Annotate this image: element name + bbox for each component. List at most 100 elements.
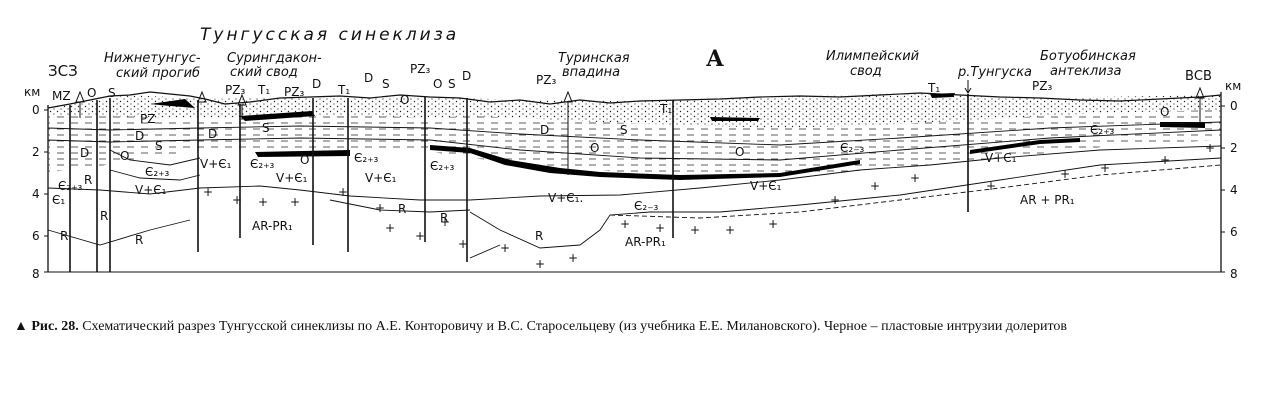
unit-label: R xyxy=(440,211,448,225)
unit-label: T₁ xyxy=(337,83,350,97)
svg-text:+: + xyxy=(500,241,510,255)
unit-label: V+Є₁ xyxy=(135,183,167,197)
svg-text:+: + xyxy=(1160,153,1170,167)
unit-label: PZ₃ xyxy=(410,62,430,76)
depth-tick-left: 8 xyxy=(32,267,40,281)
svg-text:+: + xyxy=(1205,141,1215,155)
panel-letter: А xyxy=(706,46,724,72)
label-ilimpeisky-2: свод xyxy=(850,64,882,79)
depth-tick-left: 4 xyxy=(32,187,40,201)
svg-text:+: + xyxy=(830,193,840,207)
svg-text:+: + xyxy=(203,185,213,199)
depth-tick-left: 2 xyxy=(32,145,40,159)
depth-tick-right: 2 xyxy=(1230,141,1238,155)
unit-label: D xyxy=(462,69,471,83)
svg-text:+: + xyxy=(385,221,395,235)
unit-label: Є₂₊₃ xyxy=(58,179,83,193)
unit-label: R xyxy=(84,173,92,187)
unit-right: км xyxy=(1225,79,1241,93)
unit-label: MZ xyxy=(52,89,71,103)
unit-label: Є₂₊₃ xyxy=(354,151,379,165)
direction-left: ЗСЗ xyxy=(48,62,78,80)
unit-label: T₁ xyxy=(927,81,940,95)
svg-text:+: + xyxy=(1100,161,1110,175)
svg-text:+: + xyxy=(568,251,578,265)
unit-label: V+Є₁ xyxy=(200,157,232,171)
unit-label: O xyxy=(87,86,96,100)
unit-label: T₁ xyxy=(257,83,270,97)
svg-text:+: + xyxy=(986,179,996,193)
unit-label: R xyxy=(60,229,68,243)
unit-label: R xyxy=(135,233,143,247)
unit-label: PZ₃ xyxy=(225,83,245,97)
svg-text:+: + xyxy=(375,201,385,215)
unit-label: O xyxy=(120,149,129,163)
label-ilimpeisky-1: Илимпейский xyxy=(826,49,919,64)
unit-label: S xyxy=(620,123,628,137)
svg-text:+: + xyxy=(655,221,665,235)
unit-label: Є₂₊₃ xyxy=(250,157,275,171)
svg-text:+: + xyxy=(910,171,920,185)
unit-label: AR-PR₁ xyxy=(252,219,293,233)
svg-text:+: + xyxy=(1060,167,1070,181)
unit-label: V+Є₁. xyxy=(548,191,583,205)
unit-label: PZ₃ xyxy=(284,85,304,99)
label-botuobinskaya-1: Ботуобинская xyxy=(1040,49,1136,64)
label-nizhnetunguska-2: ский прогиб xyxy=(116,66,200,81)
svg-text:+: + xyxy=(338,185,348,199)
label-nizhnetunguska-1: Нижнетунгус- xyxy=(104,51,201,66)
unit-label: O xyxy=(400,93,409,107)
depth-tick-right: 8 xyxy=(1230,267,1238,281)
unit-label: V+Є₁ xyxy=(985,151,1017,165)
unit-label: D xyxy=(208,127,217,141)
label-river-tunguska: р.Тунгуска xyxy=(957,65,1032,80)
depth-tick-right: 0 xyxy=(1230,99,1238,113)
unit-label: AR-PR₁ xyxy=(625,235,666,249)
unit-label: PZ₃ xyxy=(1032,79,1052,93)
depth-tick-left: 6 xyxy=(32,229,40,243)
unit-label: D xyxy=(80,146,89,160)
depth-scale-left: км 0 2 4 6 8 xyxy=(24,85,48,281)
unit-label: R xyxy=(398,202,406,216)
svg-text:+: + xyxy=(290,195,300,209)
label-suringdakon-1: Сурингдакон- xyxy=(227,51,322,66)
unit-label: Є₁ xyxy=(52,193,65,207)
svg-text:+: + xyxy=(690,223,700,237)
unit-label: Є₂₊₃ xyxy=(145,165,170,179)
unit-label: O xyxy=(735,145,744,159)
unit-label: O xyxy=(300,153,309,167)
svg-text:+: + xyxy=(415,229,425,243)
geologic-cross-section: ++ + + ++ ++ ++ ++ ++ + + + + ++ ++ + + ++ к… xyxy=(0,0,1270,300)
unit-label: S xyxy=(155,139,163,153)
unit-label: PZ₃ xyxy=(536,73,556,87)
unit-label: T₁ xyxy=(659,102,672,116)
unit-label: Є₂₊₃ xyxy=(1090,123,1115,137)
svg-text:+: + xyxy=(725,223,735,237)
svg-text:+: + xyxy=(232,193,242,207)
unit-label: O xyxy=(433,77,442,91)
svg-text:+: + xyxy=(458,237,468,251)
unit-label: O xyxy=(1160,105,1169,119)
depth-scale-right: км 0 2 4 6 8 xyxy=(1221,79,1241,281)
unit-label: D xyxy=(364,71,373,85)
unit-label: R xyxy=(100,209,108,223)
unit-label: Є₂₊₃ xyxy=(430,159,455,173)
unit-label: V+Є₁ xyxy=(750,179,782,193)
label-suringdakon-2: ский свод xyxy=(230,65,298,80)
unit-label: S xyxy=(108,86,116,100)
unit-label: S xyxy=(262,121,270,135)
unit-label: AR + PR₁ xyxy=(1020,193,1075,207)
unit-label: D xyxy=(540,123,549,137)
depth-tick-right: 6 xyxy=(1230,225,1238,239)
svg-text:+: + xyxy=(768,217,778,231)
unit-left: км xyxy=(24,85,40,99)
label-botuobinskaya-2: антеклиза xyxy=(1050,64,1122,79)
svg-text:+: + xyxy=(258,195,268,209)
svg-text:+: + xyxy=(620,217,630,231)
unit-label: V+Є₁ xyxy=(365,171,397,185)
unit-label: V+Є₁ xyxy=(276,171,308,185)
unit-label: R xyxy=(535,229,543,243)
figure-title: Тунгусская синеклиза xyxy=(200,25,459,45)
unit-label: D xyxy=(312,77,321,91)
figure-number: ▲ Рис. 28. xyxy=(14,319,79,334)
